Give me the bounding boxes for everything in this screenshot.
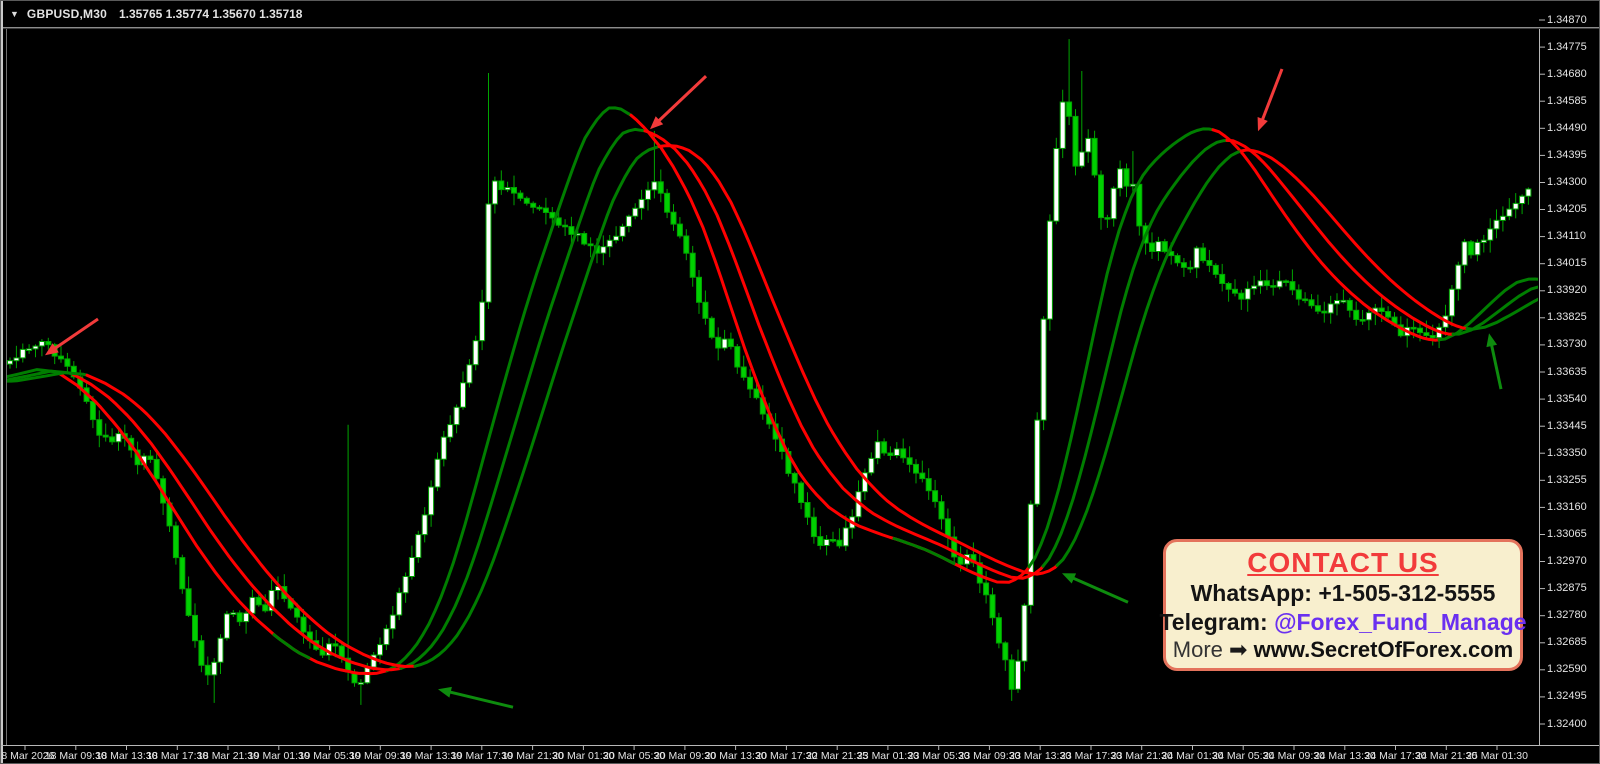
time-label: 23 Mar 21:30 bbox=[1110, 750, 1173, 762]
time-label: 20 Mar 01:30 bbox=[552, 750, 615, 762]
price-label: 1.33920 bbox=[1547, 284, 1587, 297]
price-label: 1.33445 bbox=[1547, 419, 1587, 432]
more-label: More bbox=[1172, 636, 1223, 662]
time-label: 23 Mar 01:30 bbox=[856, 750, 919, 762]
price-label: 1.33635 bbox=[1547, 365, 1587, 378]
time-label: 23 Mar 09:30 bbox=[958, 750, 1021, 762]
telegram-label: Telegram: bbox=[1159, 608, 1275, 635]
chart-title-bar: ▼ GBPUSD,M30 1.35765 1.35774 1.35670 1.3… bbox=[1, 1, 1599, 27]
price-label: 1.33065 bbox=[1547, 527, 1587, 540]
price-label: 1.32685 bbox=[1547, 636, 1587, 649]
time-label: 24 Mar 05:30 bbox=[1212, 750, 1275, 762]
time-label: 19 Mar 01:30 bbox=[247, 750, 310, 762]
price-label: 1.33825 bbox=[1547, 311, 1587, 324]
time-label: 20 Mar 05:30 bbox=[603, 750, 666, 762]
price-label: 1.34015 bbox=[1547, 257, 1587, 270]
contact-url: www.SecretOfForex.com bbox=[1253, 636, 1514, 662]
titlebar-divider bbox=[1, 27, 1599, 28]
symbol-dropdown-icon[interactable]: ▼ bbox=[10, 9, 19, 19]
time-label: 18 Mar 21:30 bbox=[197, 750, 259, 762]
telegram-handle: @Forex_Fund_Manage bbox=[1274, 608, 1527, 635]
price-label: 1.33160 bbox=[1547, 500, 1587, 513]
time-label: 23 Mar 05:30 bbox=[907, 750, 970, 762]
price-label: 1.32780 bbox=[1547, 609, 1587, 622]
time-label: 19 Mar 09:30 bbox=[349, 750, 412, 762]
price-label: 1.33540 bbox=[1547, 392, 1587, 405]
titlebar-divider-shadow bbox=[1, 28, 1599, 29]
contact-title: CONTACT US bbox=[1247, 547, 1439, 579]
time-label: 22 Mar 21:35 bbox=[806, 750, 869, 762]
time-label: 19 Mar 21:30 bbox=[501, 750, 564, 762]
contact-more: More ➡ www.SecretOfForex.com bbox=[1172, 636, 1514, 662]
time-label: 18 Mar 17:30 bbox=[146, 750, 209, 762]
time-label: 20 Mar 17:30 bbox=[755, 750, 818, 762]
window-left-border bbox=[1, 1, 3, 763]
time-label: 24 Mar 09:30 bbox=[1263, 750, 1325, 762]
price-label: 1.34775 bbox=[1547, 40, 1587, 53]
time-label: 24 Mar 17:30 bbox=[1364, 750, 1427, 762]
contact-whatsapp: WhatsApp: +1-505-312-5555 bbox=[1190, 580, 1496, 607]
price-label: 1.34680 bbox=[1547, 67, 1587, 80]
price-label: 1.34300 bbox=[1547, 175, 1587, 188]
price-label: 1.33255 bbox=[1547, 473, 1587, 486]
time-label: 20 Mar 09:30 bbox=[653, 750, 716, 762]
price-label: 1.34870 bbox=[1547, 13, 1587, 26]
time-label: 24 Mar 21:30 bbox=[1415, 750, 1478, 762]
chart-left-border bbox=[6, 29, 7, 745]
time-label: 18 Mar 13:30 bbox=[95, 750, 158, 762]
symbol-timeframe-label: GBPUSD,M30 bbox=[26, 7, 107, 21]
time-label: 23 Mar 13:30 bbox=[1009, 750, 1072, 762]
price-label: 1.34395 bbox=[1547, 148, 1587, 161]
price-label: 1.34205 bbox=[1547, 203, 1587, 216]
price-label: 1.32970 bbox=[1547, 555, 1587, 568]
time-label: 19 Mar 13:30 bbox=[400, 750, 463, 762]
price-label: 1.32875 bbox=[1547, 582, 1587, 595]
right-arrow-icon: ➡ bbox=[1229, 636, 1248, 662]
price-label: 1.34585 bbox=[1547, 94, 1587, 107]
time-label: 19 Mar 05:30 bbox=[298, 750, 361, 762]
time-label: 25 Mar 01:30 bbox=[1466, 750, 1528, 762]
ohlc-quote-values: 1.35765 1.35774 1.35670 1.35718 bbox=[118, 7, 303, 21]
time-label: 20 Mar 13:30 bbox=[704, 750, 767, 762]
time-label: 24 Mar 13:30 bbox=[1313, 750, 1376, 762]
time-label: 19 Mar 17:30 bbox=[450, 750, 513, 762]
time-label: 18 Mar 09:30 bbox=[44, 750, 107, 762]
time-label: 23 Mar 17:30 bbox=[1060, 750, 1122, 762]
contact-us-overlay: CONTACT US WhatsApp: +1-505-312-5555 Tel… bbox=[1159, 539, 1527, 671]
time-label: 24 Mar 01:30 bbox=[1161, 750, 1224, 762]
price-label: 1.33350 bbox=[1547, 446, 1587, 459]
time-label: 18 Mar 2026 bbox=[0, 750, 55, 762]
price-label: 1.34110 bbox=[1547, 230, 1586, 243]
price-label: 1.32495 bbox=[1547, 690, 1587, 703]
price-label: 1.32590 bbox=[1547, 663, 1587, 676]
price-label: 1.33730 bbox=[1547, 338, 1587, 351]
price-label: 1.34490 bbox=[1547, 121, 1587, 134]
price-label: 1.32400 bbox=[1547, 717, 1587, 730]
contact-telegram: Telegram: @Forex_Fund_Manage bbox=[1159, 608, 1527, 635]
